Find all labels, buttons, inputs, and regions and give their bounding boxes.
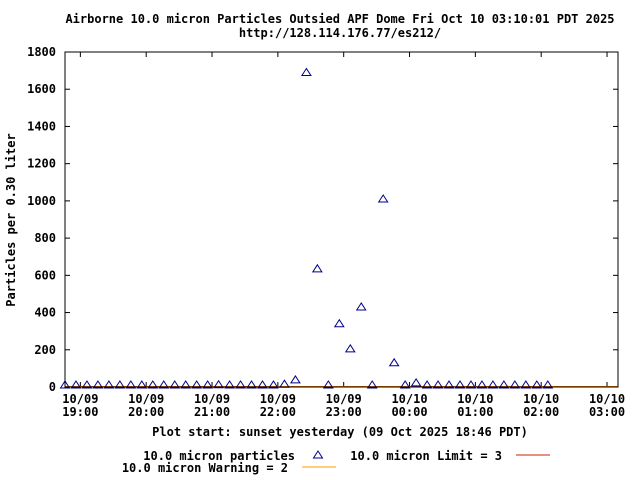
chart-subtitle: http://128.114.176.77/es212/ [239, 26, 441, 40]
x-tick-date: 10/10 [391, 392, 427, 406]
x-tick-date: 10/09 [260, 392, 296, 406]
data-point [333, 318, 345, 328]
data-point [59, 380, 71, 389]
data-point [92, 380, 104, 389]
x-tick-time: 21:00 [194, 405, 230, 419]
y-tick-label: 400 [34, 306, 56, 320]
data-point [70, 380, 82, 389]
legend-marker-triangle [312, 450, 324, 459]
data-point [520, 380, 532, 389]
y-tick-label: 1000 [27, 194, 56, 208]
x-tick-time: 02:00 [523, 405, 559, 419]
legend-label-particles: 10.0 micron particles [143, 449, 295, 463]
data-point [158, 380, 170, 389]
chart-title: Airborne 10.0 micron Particles Outsied A… [65, 12, 614, 26]
data-point [246, 380, 257, 389]
data-point [180, 380, 192, 389]
x-tick-date: 10/10 [457, 392, 493, 406]
data-point [257, 380, 268, 389]
y-tick-label: 600 [34, 268, 56, 282]
data-points [59, 67, 554, 389]
data-point [169, 380, 181, 389]
data-point [531, 380, 543, 389]
data-point [399, 380, 411, 389]
x-tick-date: 10/10 [589, 392, 625, 406]
legend-triangle [312, 450, 324, 459]
data-point [355, 302, 367, 311]
y-tick-label: 1400 [27, 119, 56, 133]
data-point [300, 67, 312, 76]
x-tick-date: 10/09 [128, 392, 164, 406]
data-point [213, 379, 225, 389]
y-tick-label: 1200 [27, 157, 56, 171]
data-point [487, 380, 499, 389]
data-point [268, 380, 279, 389]
y-axis-ticks: 0 200 400 600 800 1000 1200 1400 1600 1800 [27, 45, 618, 394]
y-tick-label: 800 [34, 231, 56, 245]
data-point [136, 380, 148, 389]
x-tick-time: 01:00 [457, 405, 493, 419]
data-point [410, 377, 422, 387]
data-point [498, 380, 510, 389]
x-tick-time: 20:00 [128, 405, 164, 419]
x-tick-time: 22:00 [260, 405, 296, 419]
plot-area-frame [64, 51, 619, 388]
data-point [322, 380, 334, 389]
data-point [388, 357, 400, 367]
y-tick-label: 1600 [27, 82, 56, 96]
y-tick-label: 1800 [27, 45, 56, 59]
data-point [224, 380, 235, 389]
x-tick-time: 03:00 [589, 405, 625, 419]
data-point [443, 380, 455, 389]
data-point [103, 380, 115, 389]
data-point [147, 380, 159, 389]
data-point [366, 380, 378, 389]
data-point [114, 380, 126, 389]
x-tick-date: 10/09 [62, 392, 98, 406]
data-point [191, 380, 203, 389]
x-tick-time: 19:00 [62, 405, 98, 419]
data-point [421, 380, 433, 389]
y-tick-label: 0 [49, 380, 56, 394]
data-point [235, 380, 246, 389]
y-tick-label: 200 [34, 343, 56, 357]
x-tick-time: 23:00 [326, 405, 362, 419]
x-axis-label: Plot start: sunset yesterday (09 Oct 202… [152, 425, 528, 439]
data-point [465, 380, 477, 389]
x-tick-date: 10/09 [194, 392, 230, 406]
x-tick-date: 10/09 [326, 392, 362, 406]
x-tick-date: 10/10 [523, 392, 559, 406]
data-point [344, 343, 356, 353]
data-point [542, 380, 554, 389]
legend: 10.0 micron particles 10.0 micron Limit … [122, 449, 550, 475]
x-axis-ticks: 10/0919:0010/0920:0010/0921:0010/0922:00… [62, 52, 625, 419]
data-point [377, 194, 389, 203]
data-point [509, 380, 521, 389]
data-point [454, 380, 466, 389]
y-axis-label: Particles per 0.30 liter [4, 133, 18, 306]
legend-label-warning: 10.0 micron Warning = 2 [122, 461, 288, 475]
data-point [311, 263, 323, 273]
legend-label-limit: 10.0 micron Limit = 3 [350, 449, 502, 463]
data-point [476, 380, 488, 389]
data-point [432, 380, 444, 389]
data-point [202, 380, 214, 389]
data-point [125, 380, 137, 389]
data-point [290, 375, 301, 384]
data-point [81, 380, 93, 389]
x-tick-time: 00:00 [391, 405, 427, 419]
